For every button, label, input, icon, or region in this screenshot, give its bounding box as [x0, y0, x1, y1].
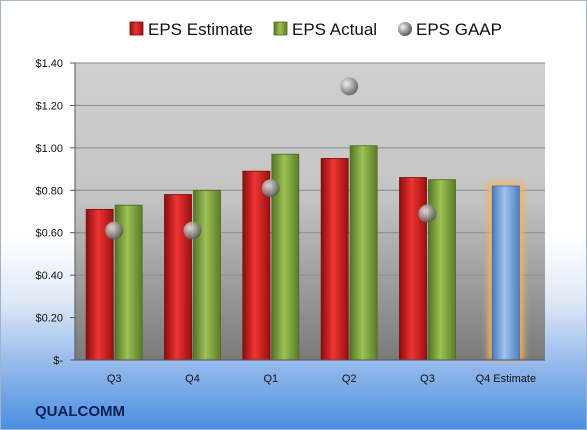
bar-eps-estimate: [320, 158, 349, 361]
marker-eps-gaap: [105, 221, 124, 240]
marker-eps-gaap: [183, 221, 202, 240]
y-tick-label: $-: [53, 355, 63, 367]
bar-eps-actual: [349, 145, 378, 361]
bar-eps-estimate: [242, 170, 271, 361]
x-tick-label: Q4 Estimate: [476, 373, 537, 385]
y-tick-label: $0.80: [35, 185, 63, 197]
y-axis: $- $0.20 $0.40 $0.60 $0.80 $1.00 $1.20 $1.40: [35, 58, 76, 367]
y-tick-label: $1.00: [35, 143, 63, 155]
legend-swatch-eps-actual: [273, 21, 288, 36]
company-name: QUALCOMM: [35, 403, 125, 420]
y-tick-label: $0.20: [35, 313, 63, 325]
x-tick-label: Q2: [342, 373, 357, 385]
bar-eps-estimate: [399, 177, 427, 361]
bar-eps-estimate: [164, 194, 192, 361]
legend-label: EPS Estimate: [148, 20, 253, 39]
y-tick-label: $0.40: [35, 270, 63, 282]
bar-eps-actual: [193, 189, 221, 361]
marker-eps-gaap: [418, 204, 437, 223]
x-tick-label: Q3: [107, 373, 122, 385]
legend-swatch-eps-gaap: [398, 22, 412, 36]
legend: EPS Estimate EPS Actual EPS GAAP: [129, 20, 502, 39]
plot-area: [75, 63, 545, 360]
legend-label: EPS GAAP: [416, 20, 502, 39]
x-axis: Q3 Q4 Q1 Q2 Q3 Q4 Estimate: [75, 359, 545, 385]
y-tick-label: $1.40: [35, 58, 63, 70]
legend-label: EPS Actual: [292, 20, 377, 39]
x-tick-label: Q4: [185, 373, 200, 385]
y-tick-label: $0.60: [35, 228, 63, 240]
y-tick-label: $1.20: [35, 100, 63, 112]
x-tick-label: Q3: [420, 373, 435, 385]
marker-eps-gaap: [340, 77, 359, 96]
gaap-markers: [105, 77, 437, 240]
marker-eps-gaap: [261, 179, 280, 198]
gridlines: [75, 62, 545, 361]
x-tick-label: Q1: [263, 373, 278, 385]
bar-q4-estimate: [491, 185, 520, 361]
legend-swatch-eps-estimate: [129, 21, 144, 36]
